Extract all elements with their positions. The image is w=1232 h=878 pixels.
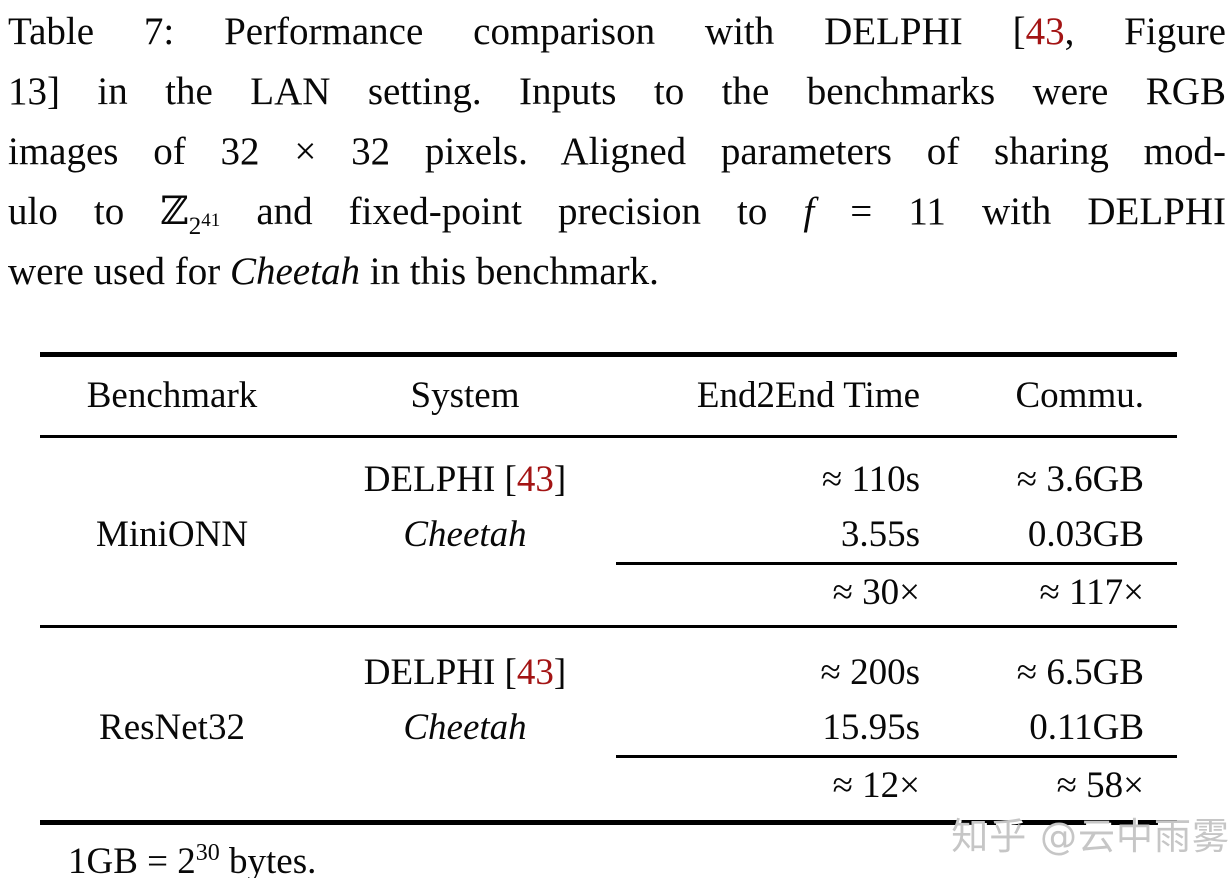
table-row-resnet32-cheetah: ResNet32 Cheetah 15.95s 0.11GB: [40, 700, 1177, 755]
speedup-comm-value: ≈ 117×: [1039, 572, 1144, 613]
caption-line-2: 13] in the LAN setting. Inputs to the be…: [8, 70, 1226, 113]
column-header-benchmark: Benchmark: [86, 375, 258, 416]
table-footnote: 1GB = 230 bytes.: [68, 828, 316, 878]
comm-value: ≈ 6.5GB: [1016, 652, 1144, 693]
section-separator-rule: [40, 625, 1177, 628]
column-header-commu: Commu.: [1015, 375, 1145, 416]
table-bottom-rule: [40, 820, 1177, 825]
caption-line-5: were used for Cheetah in this benchmark.: [8, 242, 1226, 302]
table-row-minionn-delphi: DELPHI [43] ≈ 110s ≈ 3.6GB: [40, 452, 1177, 507]
speedup-time-value: ≈ 12×: [832, 765, 920, 806]
comm-value: 0.03GB: [1027, 514, 1144, 555]
system-label: DELPHI [: [363, 459, 517, 500]
caption-text: = 11 with DELPHI: [814, 190, 1226, 233]
empty-cell: [304, 567, 626, 619]
empty-cell: [304, 760, 626, 812]
comm-value: 0.11GB: [1029, 707, 1144, 748]
caption-line-3: images of 32 × 32 pixels. Aligned parame…: [8, 130, 1226, 173]
doublestruck-z-symbol: ℤ: [160, 189, 189, 234]
caption-text: ulo to: [8, 190, 161, 233]
system-cheetah-cell: Cheetah: [403, 707, 527, 748]
caption-text: were used for: [8, 250, 230, 293]
caption-text: , Figure: [1064, 10, 1226, 53]
table-row-resnet32-speedup: ≈ 12× ≈ 58×: [40, 760, 1177, 812]
z-exponent: 41: [201, 210, 221, 231]
speedup-comm-value: ≈ 58×: [1056, 765, 1144, 806]
footnote-text: 1GB = 2: [68, 841, 196, 878]
caption-line-4: ulo to ℤ241 and fixed-point precision to…: [8, 182, 1226, 242]
empty-cell: [40, 760, 304, 812]
caption-text: in this benchmark.: [359, 250, 659, 293]
comm-value: ≈ 3.6GB: [1016, 459, 1144, 500]
citation-43-link[interactable]: 43: [516, 459, 554, 500]
empty-cell: [40, 452, 304, 507]
empty-cell: [40, 567, 304, 619]
speedup-separator-rule: [616, 562, 1177, 565]
table-row-minionn-speedup: ≈ 30× ≈ 117×: [40, 567, 1177, 619]
speedup-separator-rule: [616, 755, 1177, 758]
system-label: ]: [553, 652, 567, 693]
system-cheetah-cell: Cheetah: [403, 514, 527, 555]
citation-43-link[interactable]: 43: [516, 652, 554, 693]
column-header-system: System: [410, 375, 520, 416]
system-label: DELPHI [: [363, 652, 517, 693]
caption-text: Table 7: Performance comparison with DEL…: [8, 10, 1026, 53]
caption-text: and fixed-point precision to: [220, 190, 804, 233]
time-value: ≈ 110s: [821, 459, 920, 500]
citation-43-link[interactable]: 43: [1025, 10, 1065, 53]
table-row-resnet32-delphi: DELPHI [43] ≈ 200s ≈ 6.5GB: [40, 645, 1177, 700]
table-caption: Table 7: Performance comparison with DEL…: [8, 2, 1226, 302]
table-top-rule: [40, 352, 1177, 357]
time-value: ≈ 200s: [820, 652, 920, 693]
footnote-exponent: 30: [195, 840, 220, 866]
empty-cell: [40, 645, 304, 700]
cheetah-system-name: Cheetah: [229, 250, 360, 293]
header-bottom-rule: [40, 435, 1177, 438]
system-delphi-cell: DELPHI [43]: [304, 645, 626, 700]
caption-line-1: Table 7: Performance comparison with DEL…: [8, 2, 1226, 62]
time-value: 15.95s: [822, 707, 920, 748]
table-header-row: Benchmark System End2End Time Commu.: [40, 357, 1177, 435]
system-delphi-cell: DELPHI [43]: [304, 452, 626, 507]
benchmark-table: Benchmark System End2End Time Commu. DEL…: [40, 352, 1177, 825]
z-subscript: 2: [188, 213, 202, 240]
benchmark-label-resnet32: ResNet32: [99, 707, 245, 748]
math-f-variable: f: [803, 190, 815, 233]
column-header-end2end-time: End2End Time: [696, 375, 920, 416]
system-label: ]: [553, 459, 567, 500]
time-value: 3.55s: [840, 514, 920, 555]
zhihu-watermark: 知乎 @云中雨雾: [951, 815, 1230, 858]
footnote-text: bytes.: [219, 841, 317, 878]
benchmark-label-minionn: MiniONN: [95, 514, 249, 555]
table-row-minionn-cheetah: MiniONN Cheetah 3.55s 0.03GB: [40, 507, 1177, 562]
speedup-time-value: ≈ 30×: [832, 572, 920, 613]
